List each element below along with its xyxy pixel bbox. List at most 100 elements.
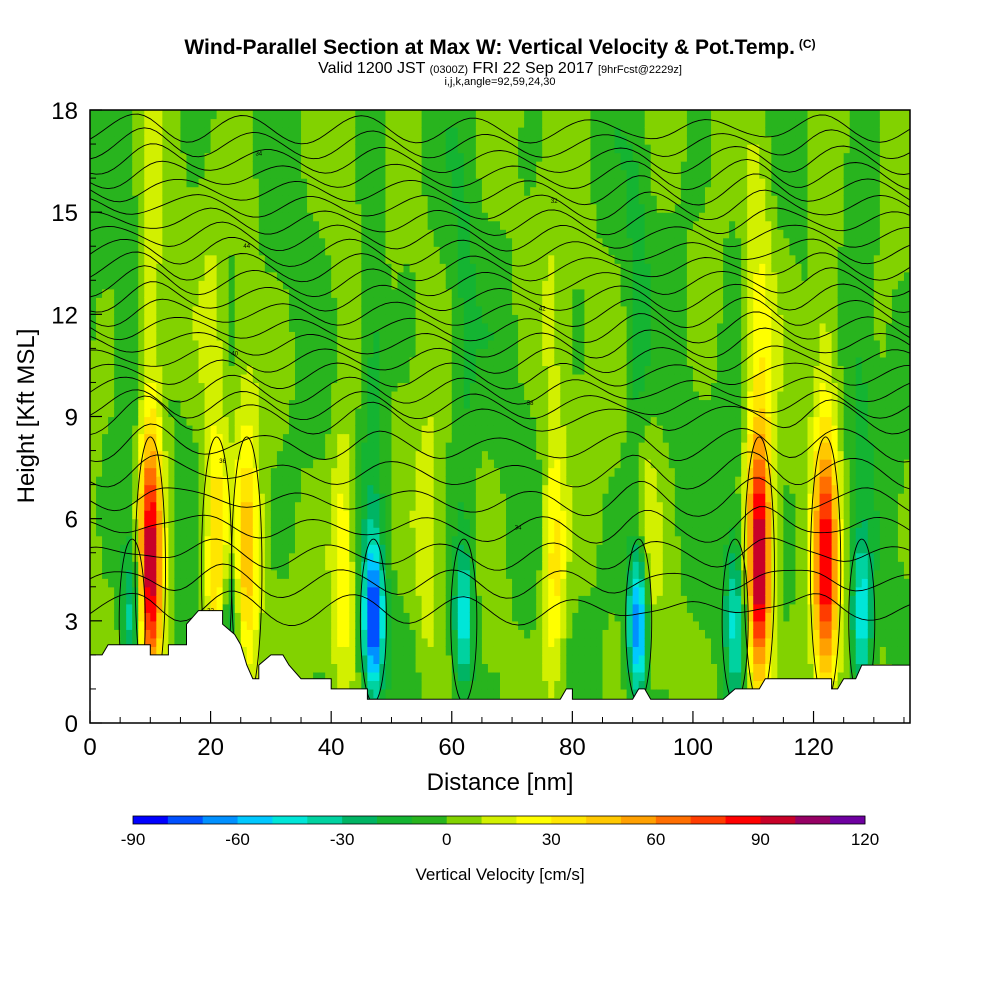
velocity-cell bbox=[493, 373, 501, 384]
velocity-cell bbox=[493, 680, 501, 690]
velocity-cell bbox=[313, 220, 320, 230]
velocity-cell bbox=[210, 382, 218, 392]
velocity-cell bbox=[367, 331, 374, 341]
velocity-cell bbox=[445, 671, 453, 682]
velocity-cell bbox=[288, 390, 296, 401]
velocity-cell bbox=[319, 544, 326, 554]
velocity-cell bbox=[282, 331, 290, 341]
velocity-cell bbox=[132, 135, 139, 145]
velocity-cell bbox=[156, 433, 163, 443]
velocity-cell bbox=[180, 399, 188, 409]
velocity-cell bbox=[114, 254, 121, 264]
velocity-cell bbox=[463, 629, 471, 639]
velocity-cell bbox=[439, 569, 447, 579]
velocity-cell bbox=[487, 339, 495, 349]
velocity-cell bbox=[270, 552, 278, 562]
velocity-cell bbox=[379, 450, 387, 460]
velocity-cell bbox=[487, 569, 495, 579]
velocity-cell bbox=[481, 118, 489, 128]
velocity-cell bbox=[463, 365, 471, 375]
velocity-cell bbox=[373, 654, 381, 664]
velocity-cell bbox=[373, 484, 381, 494]
velocity-cell bbox=[391, 476, 399, 486]
velocity-cell bbox=[301, 263, 308, 273]
velocity-cell bbox=[391, 407, 399, 418]
velocity-cell bbox=[174, 127, 182, 137]
velocity-cell bbox=[132, 407, 139, 418]
velocity-cell bbox=[102, 510, 109, 520]
velocity-cell bbox=[500, 688, 507, 699]
velocity-cell bbox=[451, 510, 459, 520]
velocity-cell bbox=[90, 544, 97, 554]
velocity-cell bbox=[403, 229, 411, 239]
velocity-cell bbox=[451, 127, 459, 137]
velocity-cell bbox=[288, 578, 296, 588]
velocity-cell bbox=[481, 322, 489, 332]
velocity-cell bbox=[162, 348, 169, 358]
velocity-cell bbox=[240, 263, 248, 273]
velocity-cell bbox=[307, 595, 314, 605]
velocity-cell bbox=[252, 654, 260, 664]
velocity-cell bbox=[463, 288, 471, 298]
velocity-cell bbox=[222, 339, 230, 349]
velocity-cell bbox=[319, 288, 326, 298]
velocity-cell bbox=[108, 442, 115, 452]
velocity-cell bbox=[391, 305, 399, 315]
velocity-cell bbox=[96, 212, 103, 222]
velocity-cell bbox=[361, 535, 368, 545]
velocity-cell bbox=[150, 169, 157, 179]
velocity-cell bbox=[355, 322, 362, 332]
velocity-cell bbox=[313, 578, 320, 588]
velocity-cell bbox=[240, 637, 248, 647]
velocity-cell bbox=[409, 586, 417, 596]
velocity-cell bbox=[186, 263, 194, 273]
velocity-cell bbox=[391, 433, 399, 443]
velocity-cell bbox=[126, 612, 133, 622]
velocity-cell bbox=[349, 501, 356, 511]
velocity-cell bbox=[168, 586, 176, 596]
velocity-cell bbox=[276, 586, 284, 596]
velocity-cell bbox=[385, 442, 393, 452]
velocity-cell bbox=[421, 127, 429, 137]
velocity-cell bbox=[343, 527, 350, 537]
velocity-cell bbox=[114, 203, 121, 213]
velocity-cell bbox=[373, 552, 381, 562]
velocity-cell bbox=[228, 484, 236, 494]
velocity-cell bbox=[180, 629, 188, 639]
velocity-cell bbox=[331, 365, 338, 375]
velocity-cell bbox=[108, 263, 115, 273]
velocity-cell bbox=[325, 569, 332, 579]
velocity-cell bbox=[475, 305, 483, 315]
velocity-cell bbox=[264, 305, 272, 315]
velocity-cell bbox=[282, 527, 290, 537]
velocity-cell bbox=[162, 152, 169, 162]
velocity-cell bbox=[433, 680, 441, 690]
velocity-cell bbox=[493, 110, 501, 120]
velocity-cell bbox=[180, 365, 188, 375]
velocity-cell bbox=[120, 110, 127, 120]
velocity-cell bbox=[204, 493, 212, 503]
velocity-cell bbox=[102, 365, 109, 375]
velocity-cell bbox=[445, 186, 453, 196]
velocity-cell bbox=[150, 288, 157, 298]
velocity-cell bbox=[174, 425, 182, 435]
velocity-cell bbox=[216, 518, 224, 528]
velocity-cell bbox=[355, 390, 362, 401]
velocity-cell bbox=[138, 399, 145, 409]
velocity-cell bbox=[433, 484, 441, 494]
velocity-cell bbox=[379, 118, 387, 128]
velocity-cell bbox=[349, 161, 356, 171]
velocity-cell bbox=[216, 212, 224, 222]
velocity-cell bbox=[313, 305, 320, 315]
velocity-cell bbox=[493, 450, 501, 460]
velocity-cell bbox=[421, 476, 429, 486]
velocity-cell bbox=[475, 339, 483, 349]
velocity-cell bbox=[96, 365, 103, 375]
velocity-cell bbox=[240, 356, 248, 367]
velocity-cell bbox=[397, 552, 405, 562]
velocity-cell bbox=[463, 425, 471, 435]
velocity-cell bbox=[427, 356, 435, 367]
velocity-cell bbox=[445, 680, 453, 690]
velocity-cell bbox=[427, 493, 435, 503]
velocity-cell bbox=[433, 467, 441, 477]
